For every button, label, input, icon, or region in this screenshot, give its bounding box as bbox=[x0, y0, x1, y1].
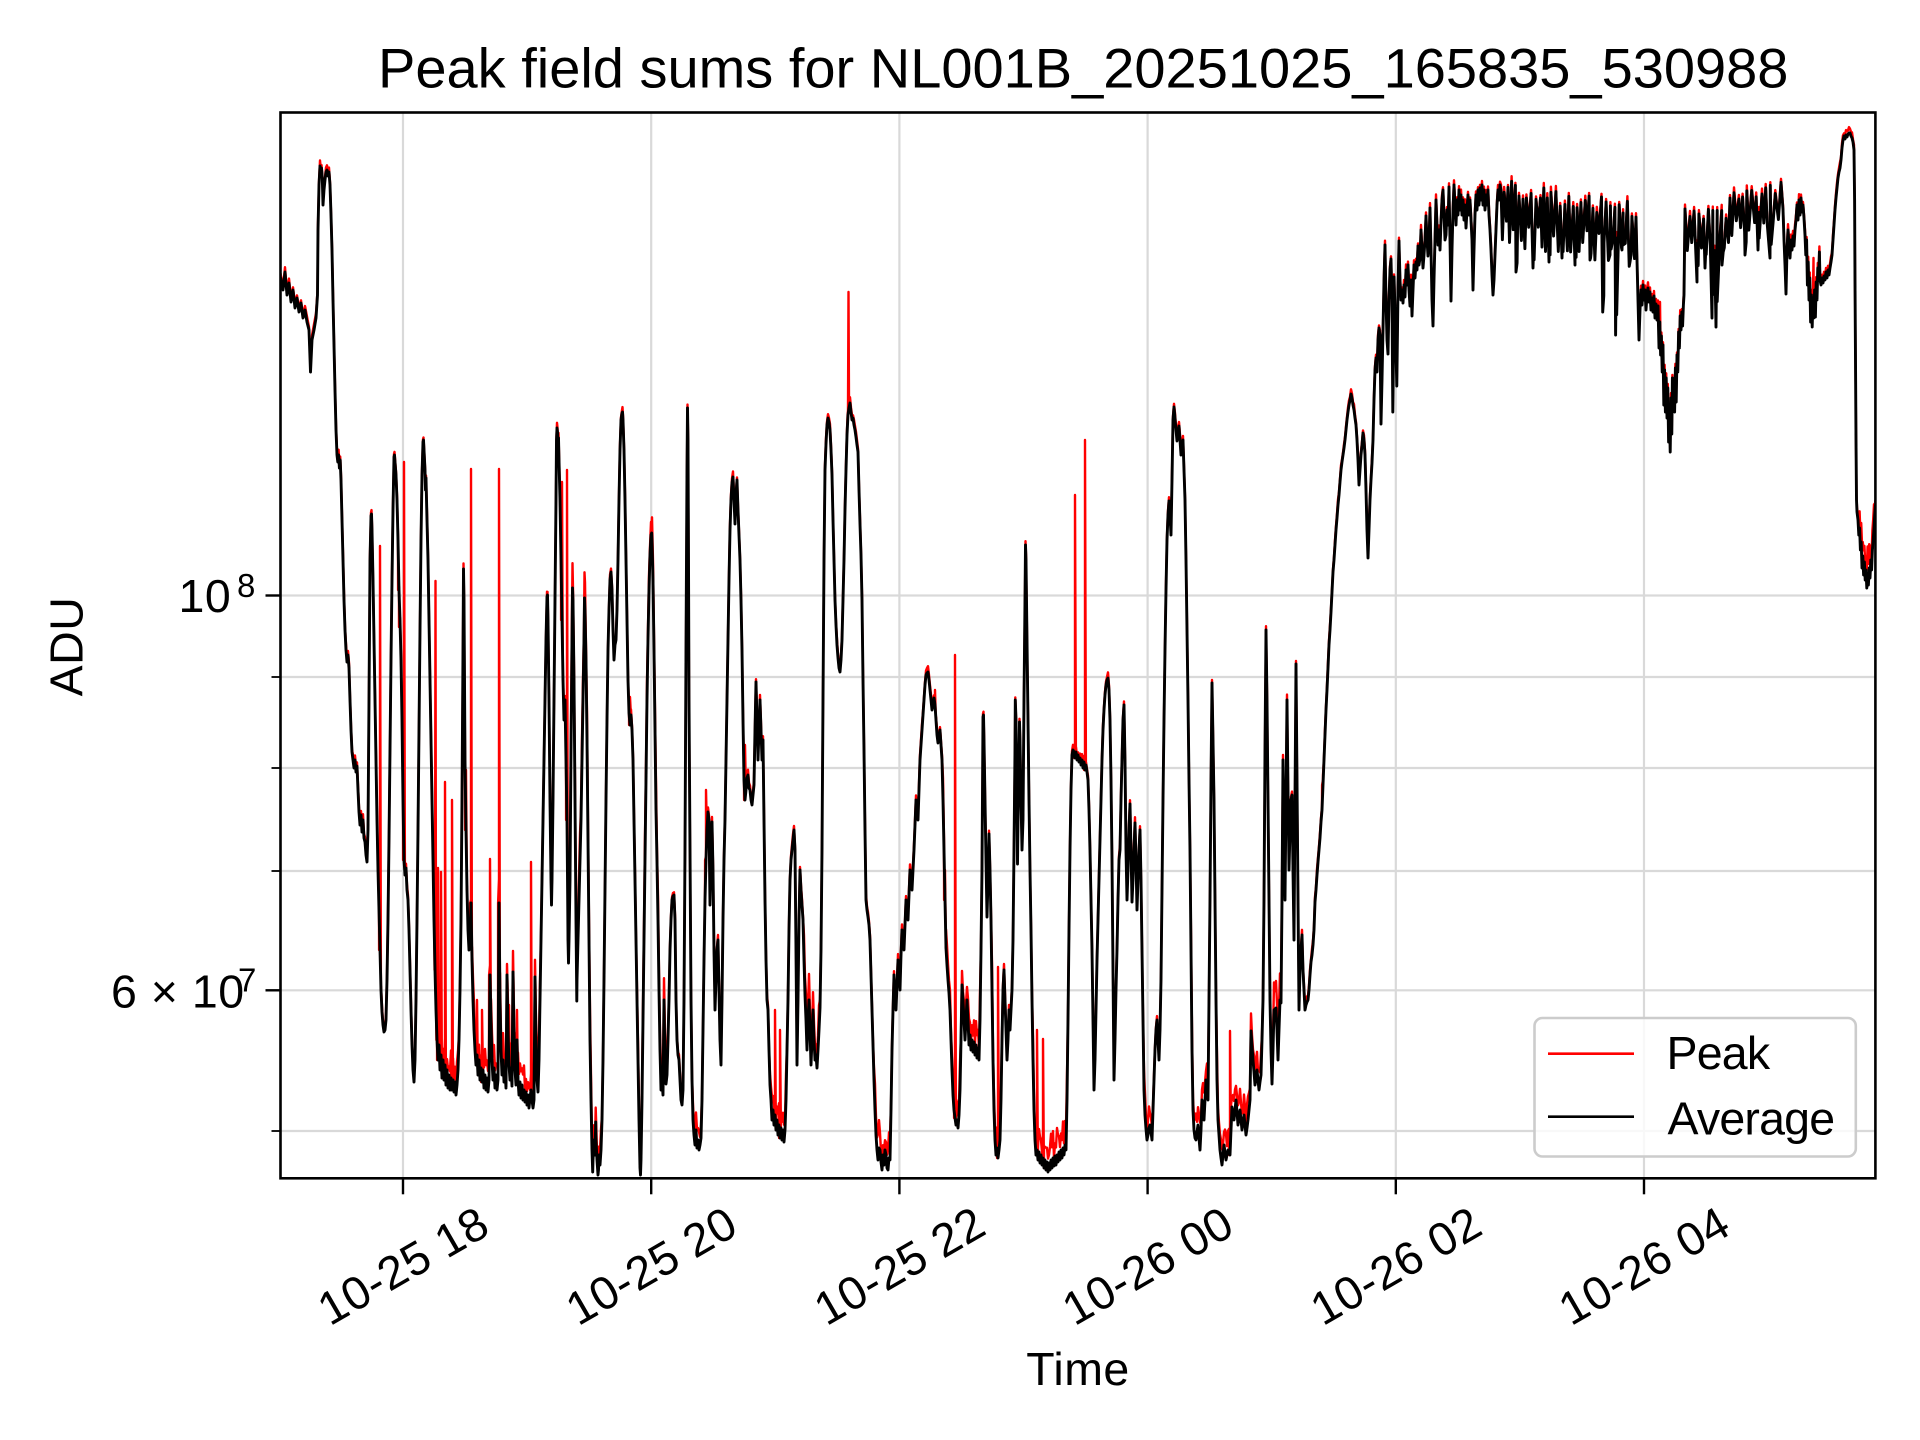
svg-text:Time: Time bbox=[1026, 1343, 1130, 1395]
svg-text:Average: Average bbox=[1668, 1092, 1835, 1144]
svg-text:Peak: Peak bbox=[1667, 1027, 1771, 1079]
svg-text:7: 7 bbox=[238, 962, 256, 999]
svg-text:ADU: ADU bbox=[41, 597, 93, 697]
svg-text:10: 10 bbox=[179, 570, 232, 622]
svg-text:Peak field sums for NL001B_202: Peak field sums for NL001B_20251025_1658… bbox=[378, 37, 1788, 100]
svg-text:8: 8 bbox=[237, 567, 255, 604]
svg-text:6 × 10: 6 × 10 bbox=[111, 966, 245, 1018]
